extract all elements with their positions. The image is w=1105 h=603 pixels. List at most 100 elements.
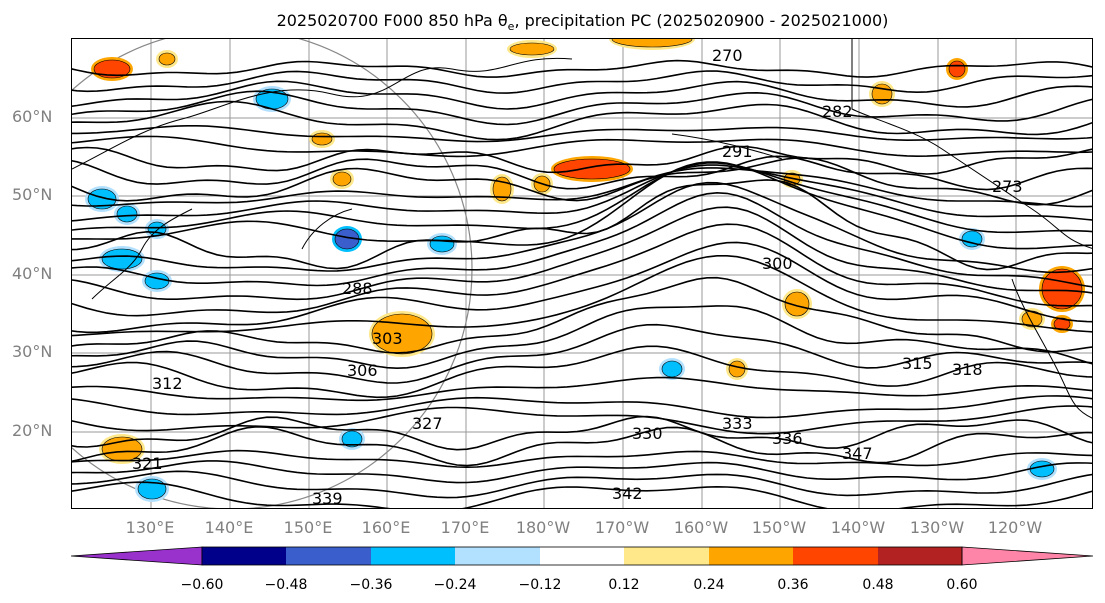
- contour-label: 291: [722, 142, 753, 161]
- theta-e-contour: [72, 162, 1092, 234]
- lon-tick-label: 130°E: [125, 518, 175, 537]
- theta-e-contour: [72, 157, 1092, 206]
- precip-anomaly: [948, 60, 966, 78]
- precip-anomaly: [332, 171, 352, 187]
- lon-tick-label: 150°E: [283, 518, 333, 537]
- theta-e-contour: [72, 206, 1092, 301]
- coastline: [1011, 278, 1092, 419]
- theta-e-contour: [72, 241, 1092, 334]
- title-rest: , precipitation PC (2025020900 - 2025021…: [514, 11, 889, 30]
- precip-anomaly: [553, 158, 631, 180]
- map-svg: 270 282 291 273 288 303 306 312 315 318 321 327 330 3…: [72, 39, 1092, 508]
- contour-label: 288: [342, 279, 373, 298]
- lon-tick-label: 140°W: [830, 518, 886, 537]
- theta-e-contour: [72, 125, 1092, 143]
- colorbar-tick-label: −0.60: [180, 577, 224, 593]
- theta-e-contour: [72, 405, 1092, 435]
- coastline: [301, 208, 353, 250]
- colorbar-tick-label: −0.36: [349, 577, 393, 593]
- theta-e-contour: [72, 167, 1092, 208]
- contour-label: 321: [132, 454, 163, 473]
- colorbar-tick-label: −0.24: [433, 577, 477, 593]
- theta-e-contour: [72, 255, 1092, 337]
- coastline: [851, 39, 1092, 249]
- lon-tick-label: 180°W: [515, 518, 571, 537]
- colorbar-extend-high: [961, 546, 1094, 566]
- precip-anomaly: [961, 230, 983, 248]
- colorbar-tick-label: 0.24: [693, 577, 725, 593]
- theta-e-contour: [72, 415, 1092, 451]
- lon-tick-label: 140°E: [204, 518, 254, 537]
- theta-e-contour: [72, 191, 1092, 288]
- precip-anomaly: [116, 205, 138, 223]
- contour-label: 312: [152, 374, 183, 393]
- colorbar-segment: [202, 547, 286, 565]
- precip-anomaly: [661, 360, 683, 378]
- theta-e-contour: [72, 305, 1092, 370]
- theta-e-contour: [72, 395, 1092, 419]
- lon-tick-label: 160°E: [361, 518, 411, 537]
- lat-tick-label: 50°N: [12, 185, 53, 204]
- contour-label: 306: [347, 361, 378, 380]
- theta-e-contour: [72, 161, 1092, 250]
- contour-label: 330: [632, 424, 663, 443]
- chart-title: 2025020700 F000 850 hPa θe, precipitatio…: [0, 11, 1105, 33]
- theta-e-contour: [72, 460, 1092, 484]
- theta-e-contour: [72, 223, 1092, 317]
- precip-anomaly: [87, 188, 117, 210]
- precip-anomaly: [429, 235, 455, 253]
- theta-e-contour: [72, 481, 1092, 508]
- contour-label: 339: [312, 489, 343, 508]
- contour-label: 318: [952, 360, 983, 379]
- precip-shading: [85, 39, 1085, 502]
- theta-e-contour: [72, 80, 1092, 110]
- colorbar-tick-label: −0.12: [518, 577, 562, 593]
- colorbar-tick-label: 0.48: [862, 577, 894, 593]
- colorbar-tick-label: −0.48: [264, 577, 308, 593]
- coastline: [671, 133, 783, 160]
- colorbar: [71, 546, 1094, 566]
- contour-label: 333: [722, 414, 753, 433]
- lat-tick-label: 20°N: [12, 421, 53, 440]
- theta-e-contour: [72, 164, 1092, 222]
- theta-e-contour: [72, 276, 1092, 354]
- colorbar-segment: [455, 547, 540, 565]
- theta-e-contour: [72, 70, 1092, 94]
- theta-e-contours: [72, 59, 1092, 508]
- precip-anomaly: [1029, 460, 1055, 478]
- colorbar-segment: [709, 547, 793, 565]
- coastline: [91, 208, 193, 300]
- contour-labels: 270 282 291 273 288 303 306 312 315 318 321 327 330 3…: [132, 46, 1023, 508]
- precip-anomaly: [784, 291, 810, 317]
- contour-label: 300: [762, 254, 793, 273]
- theta-e-contour: [72, 470, 1092, 499]
- contour-label: 347: [842, 444, 873, 463]
- colorbar-tick-label: 0.60: [946, 577, 978, 593]
- precip-anomaly: [311, 132, 333, 146]
- lon-tick-label: 150°W: [751, 518, 807, 537]
- theta-e-contour: [72, 100, 1092, 141]
- lon-tick-label: 170°E: [440, 518, 490, 537]
- contour-label: 303: [372, 329, 403, 348]
- title-subscript: e: [507, 20, 515, 34]
- contour-label: 336: [772, 429, 803, 448]
- lon-tick-label: 170°W: [594, 518, 650, 537]
- theta-e-contour: [72, 449, 1092, 469]
- colorbar-segment: [371, 547, 455, 565]
- theta-e-contour: [72, 323, 1092, 384]
- colorbar-segment: [878, 547, 962, 565]
- coastlines: [72, 39, 1092, 419]
- theta-e-contour: [72, 135, 1092, 158]
- precip-anomaly: [1041, 268, 1083, 310]
- colorbar-outline: [201, 546, 963, 566]
- precip-anomaly: [341, 430, 363, 448]
- theta-e-contour: [72, 425, 1092, 467]
- contour-label: 282: [822, 102, 853, 121]
- precip-anomaly: [611, 39, 693, 48]
- colorbar-tick-label: 0.36: [777, 577, 809, 593]
- colorbar-tick-label: 0.12: [608, 577, 640, 593]
- contour-label: 315: [902, 354, 933, 373]
- precip-anomaly: [144, 272, 170, 290]
- title-main: 2025020700 F000 850 hPa θ: [276, 11, 508, 30]
- theta-e-contour: [72, 145, 1092, 175]
